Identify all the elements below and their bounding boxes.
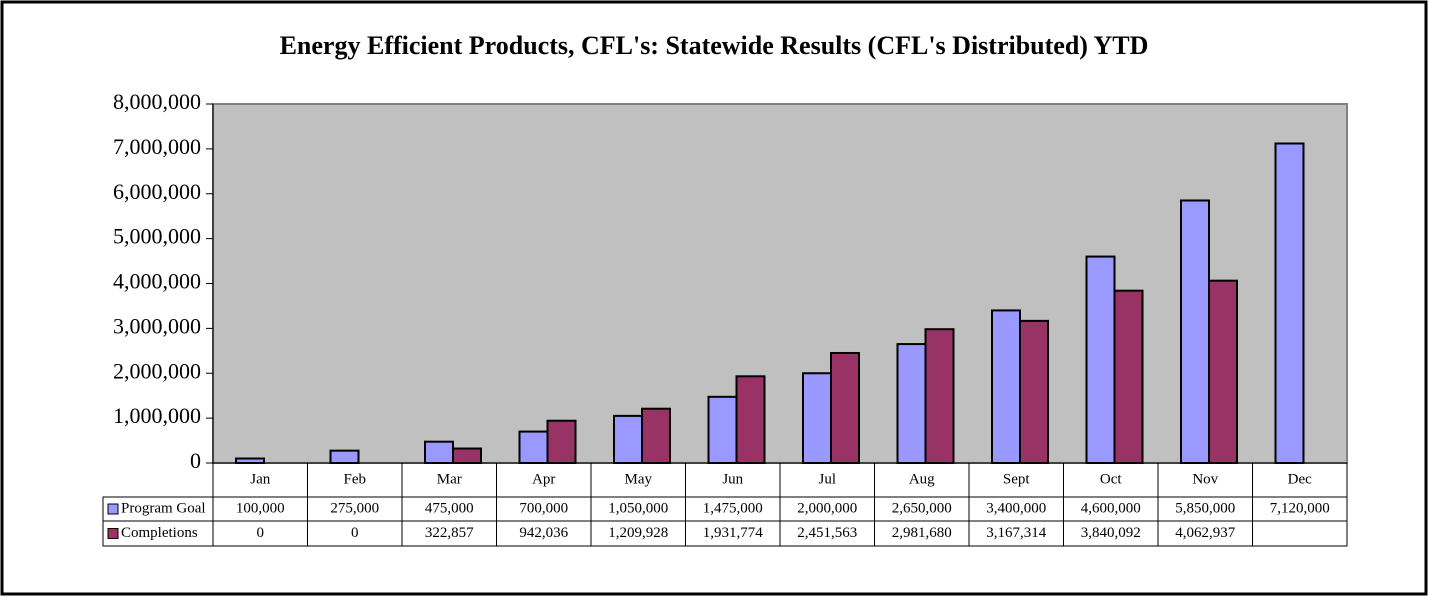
table-value: 0 [257,525,265,541]
table-value: 1,475,000 [703,500,763,516]
table-value: 1,931,774 [703,525,764,541]
bar [991,309,1021,464]
chart-title: Energy Efficient Products, CFL's: Statew… [280,31,1149,60]
y-tick-label: 7,000,000 [113,134,201,159]
x-tick-label: Oct [1100,471,1122,487]
bar [546,419,577,464]
legend-label: Completions [121,525,198,541]
x-tick-label: Jun [722,471,743,487]
bar [424,440,454,465]
y-tick-label: 3,000,000 [113,313,201,338]
bar [1180,199,1210,464]
bar [452,447,482,464]
bar [802,372,832,464]
legend-swatch [107,528,119,539]
y-tick-label: 5,000,000 [113,224,201,249]
bar [1208,279,1238,464]
bar [518,430,549,464]
bar [613,414,643,465]
table-value: 2,000,000 [797,500,857,516]
x-tick-label: Nov [1192,471,1218,487]
bar [707,395,738,465]
legend-swatch [107,503,119,515]
bar [924,328,955,464]
bar [329,449,360,464]
table-value: 2,451,563 [797,525,857,541]
x-tick-label: Apr [532,471,555,487]
table-value: 3,400,000 [986,500,1046,516]
bar [830,351,860,465]
x-tick-label: May [625,471,653,487]
table-value: 3,167,314 [986,525,1047,541]
table-value: 2,981,680 [892,525,952,541]
table-value: 942,036 [519,525,568,541]
table-value: 4,062,937 [1175,525,1236,541]
table-value: 4,600,000 [1081,500,1141,516]
bar [1274,142,1305,465]
table-value: 1,209,928 [608,525,668,541]
table-value: 3,840,092 [1081,525,1141,541]
bar [641,407,671,464]
table-value: 475,000 [425,500,474,516]
bar [1019,319,1049,464]
y-tick-label: 4,000,000 [113,269,201,294]
bar [735,375,766,464]
x-tick-label: Sept [1003,471,1031,487]
table-value: 7,120,000 [1270,500,1330,516]
y-tick-label: 0 [190,448,201,473]
x-tick-label: Dec [1288,471,1312,487]
table-value: 275,000 [330,500,379,516]
legend-label: Program Goal [121,500,206,516]
x-tick-label: Jul [818,471,836,487]
y-tick-label: 2,000,000 [113,358,201,383]
table-value: 0 [351,525,359,541]
table-value: 2,650,000 [892,500,952,516]
bar [235,457,265,465]
table-value: 700,000 [519,500,568,516]
x-tick-label: Jan [250,471,270,487]
x-tick-label: Aug [909,471,935,487]
table-value: 100,000 [236,500,285,516]
bar [896,343,927,464]
x-tick-label: Mar [437,471,462,487]
table-value: 1,050,000 [608,500,668,516]
y-tick-label: 1,000,000 [113,403,201,428]
y-tick-label: 8,000,000 [113,89,201,114]
y-tick-label: 6,000,000 [113,179,201,204]
table-value: 5,850,000 [1175,500,1235,516]
plot-area [212,103,1348,464]
x-tick-label: Feb [344,471,367,487]
table-value: 322,857 [425,525,474,541]
bar [1113,289,1144,464]
bar [1085,255,1116,465]
